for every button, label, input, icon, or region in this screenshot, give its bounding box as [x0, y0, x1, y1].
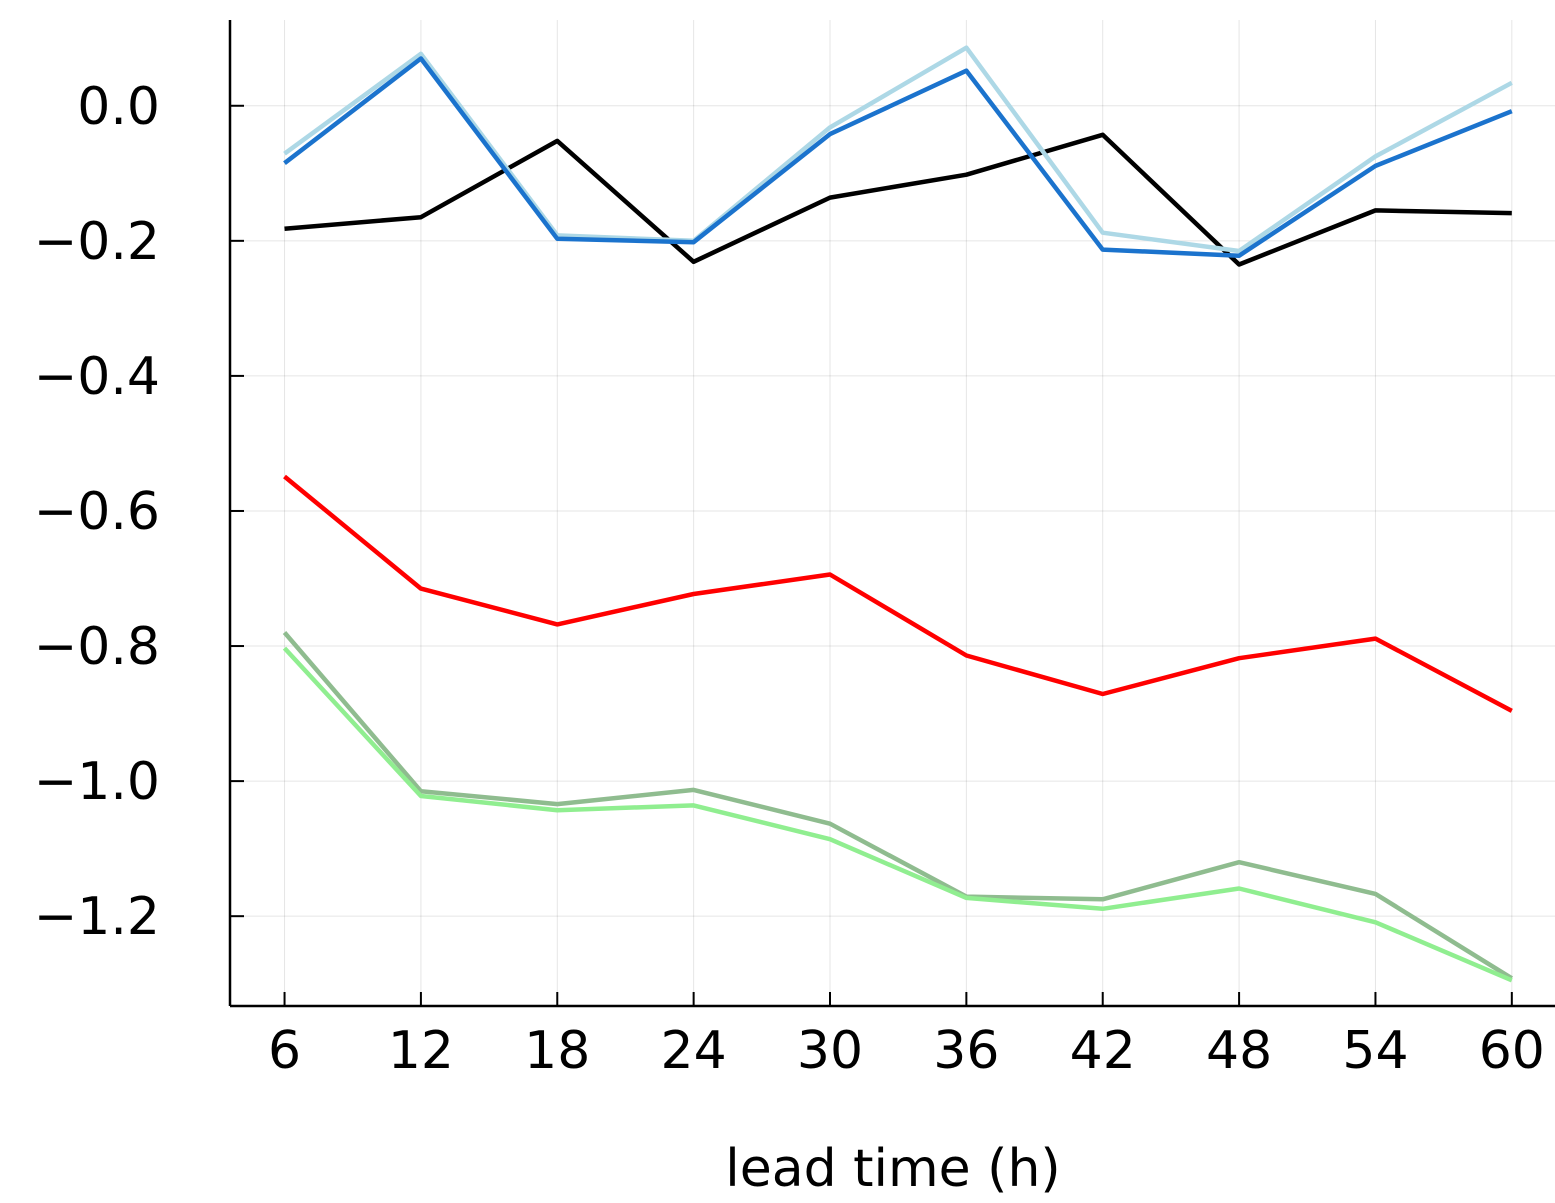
x-tick-label: 12	[388, 1021, 454, 1081]
axes	[228, 20, 1555, 1008]
x-tick-label: 6	[268, 1021, 301, 1081]
x-axis-title: lead time (h)	[725, 1139, 1060, 1199]
x-tick-label: 30	[797, 1021, 863, 1081]
series-line-6	[282, 646, 1513, 983]
series-line-3	[283, 56, 1513, 258]
grid-lines	[230, 20, 1555, 1006]
x-tick-label: 18	[524, 1021, 590, 1081]
series-line-1	[284, 132, 1512, 267]
y-tick-label: −0.4	[34, 347, 160, 407]
y-tick-label: −0.6	[34, 482, 160, 542]
x-tick-label: 42	[1070, 1021, 1136, 1081]
x-tick-label: 60	[1479, 1021, 1545, 1081]
series-line-4	[283, 474, 1513, 713]
series-line-2	[283, 45, 1513, 254]
y-tick-label: −0.8	[34, 617, 160, 677]
x-tick-label: 54	[1342, 1021, 1408, 1081]
x-tick-label: 24	[661, 1021, 727, 1081]
series-lines	[282, 45, 1513, 983]
x-tick-label: 48	[1206, 1021, 1272, 1081]
tick-labels: 6 12 18 24 30 36 42 48 54 60 0.0 −0.2 −0.4 −0.6 −0.8 −1…	[34, 77, 1545, 1081]
series-line-5	[282, 631, 1513, 981]
y-tick-label: −1.0	[34, 752, 160, 812]
y-tick-label: −0.2	[34, 212, 160, 272]
y-tick-label: 0.0	[77, 77, 160, 137]
x-tick-label: 36	[933, 1021, 999, 1081]
y-tick-label: −1.2	[34, 887, 160, 947]
